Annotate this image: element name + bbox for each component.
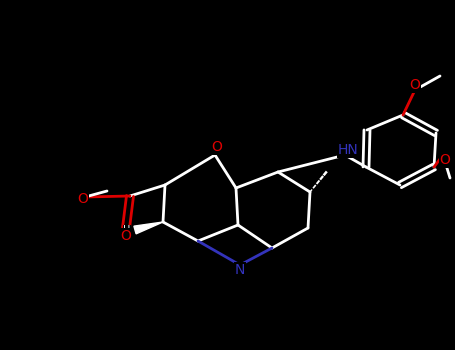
Text: N: N — [235, 263, 245, 277]
Text: O: O — [410, 78, 420, 92]
Text: O: O — [121, 229, 131, 243]
Text: O: O — [77, 192, 88, 206]
Text: H: H — [123, 225, 131, 235]
Text: HN: HN — [338, 143, 359, 157]
Text: O: O — [440, 153, 450, 167]
Polygon shape — [134, 222, 163, 234]
Text: O: O — [212, 140, 222, 154]
